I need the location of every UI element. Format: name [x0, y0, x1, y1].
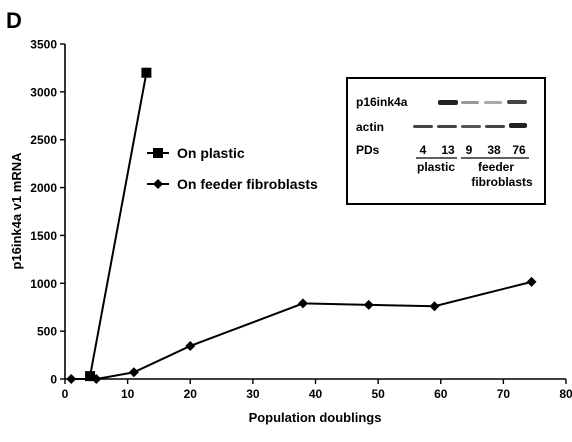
y-tick-label: 3500 — [30, 38, 57, 52]
blot-band — [485, 125, 505, 128]
blot-band — [438, 100, 458, 105]
y-axis-label: p16ink4a v1 mRNA — [9, 152, 24, 270]
inset-pd-value: 9 — [466, 143, 473, 157]
x-tick-label: 40 — [309, 387, 323, 401]
x-axis-label: Population doublings — [249, 410, 382, 425]
inset-pd-value: 13 — [441, 143, 455, 157]
x-tick-label: 70 — [497, 387, 511, 401]
plot-area: 0 500 1000 1500 2000 2500 3000 3500 0 10 20 30 40 50… — [30, 38, 572, 402]
legend-marker-square — [153, 148, 163, 158]
data-point-diamond — [185, 340, 196, 351]
y-tick-label: 1000 — [30, 277, 57, 291]
western-blot-inset: p16ink4a actin PDs 4 13 9 38 76 plastic … — [346, 77, 546, 205]
inset-pd-value: 38 — [487, 143, 501, 157]
x-tick-label: 30 — [246, 387, 260, 401]
x-tick-label: 20 — [184, 387, 198, 401]
panel-label: D — [6, 8, 22, 33]
data-point-diamond — [128, 367, 139, 378]
inset-row-label-p16: p16ink4a — [356, 95, 408, 109]
y-ticks: 0 500 1000 1500 2000 2500 3000 3500 — [30, 38, 65, 387]
actin-bands — [413, 123, 527, 128]
inset-group-label-feeder: feeder — [478, 160, 514, 174]
legend-marker-diamond — [153, 179, 163, 189]
data-point-diamond — [91, 374, 102, 384]
y-tick-label: 2000 — [30, 181, 57, 195]
blot-band — [461, 101, 479, 104]
inset-group-label-fibroblasts: fibroblasts — [471, 175, 533, 189]
inset-frame — [346, 77, 546, 205]
x-tick-label: 50 — [371, 387, 385, 401]
series-line-1 — [71, 280, 532, 380]
series-line-0 — [89, 72, 148, 377]
inset-pd-value: 76 — [512, 143, 526, 157]
inset-group-label-plastic: plastic — [417, 160, 455, 174]
data-point-diamond — [526, 276, 537, 287]
x-tick-label: 0 — [62, 387, 69, 401]
x-tick-label: 80 — [559, 387, 572, 401]
y-tick-label: 2500 — [30, 133, 57, 147]
blot-band — [507, 100, 527, 104]
p16-bands — [438, 100, 527, 105]
blot-band — [437, 125, 457, 128]
x-tick-label: 60 — [434, 387, 448, 401]
blot-band — [509, 123, 527, 128]
inset-row-label-pds: PDs — [356, 143, 380, 157]
data-point-diamond — [429, 301, 440, 312]
y-tick-label: 1500 — [30, 229, 57, 243]
data-point-diamond — [363, 299, 374, 310]
x-tick-label: 10 — [121, 387, 135, 401]
blot-band — [413, 125, 433, 128]
y-tick-label: 3000 — [30, 85, 57, 99]
legend-label-plastic: On plastic — [177, 145, 245, 161]
legend-item-plastic: On plastic — [147, 145, 245, 161]
blot-band — [461, 125, 481, 128]
legend-label-feeder: On feeder fibroblasts — [177, 176, 318, 192]
inset-pd-value: 4 — [420, 143, 427, 157]
blot-band — [484, 101, 502, 104]
data-point-square — [141, 67, 152, 78]
y-tick-label: 500 — [37, 325, 57, 339]
data-point-diamond — [66, 374, 77, 384]
inset-row-label-actin: actin — [356, 120, 384, 134]
data-point-square — [85, 371, 96, 382]
legend: On plastic On feeder fibroblasts — [147, 145, 318, 192]
series-layer — [66, 67, 537, 384]
x-ticks: 0 10 20 30 40 50 60 70 80 — [62, 379, 572, 401]
y-tick-label: 0 — [50, 373, 57, 387]
legend-item-feeder: On feeder fibroblasts — [147, 176, 318, 192]
data-point-diamond — [297, 298, 308, 309]
